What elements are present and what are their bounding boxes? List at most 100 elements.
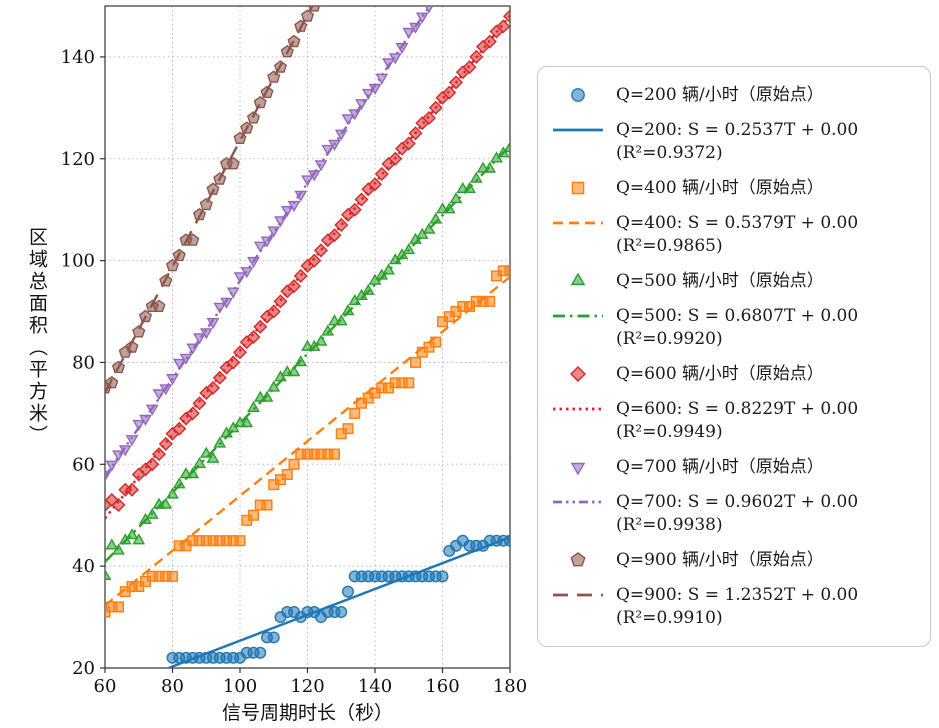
data-point — [503, 9, 510, 24]
data-point — [307, 253, 322, 268]
y-axis-label: 区域总面积（平方米） — [26, 227, 48, 447]
data-point — [280, 205, 294, 218]
data-point — [125, 482, 139, 497]
data-point — [287, 365, 301, 377]
legend-line-icon — [548, 490, 608, 514]
data-point — [422, 222, 436, 234]
data-point — [247, 509, 259, 521]
legend-equation: Q=500: S = 0.6807T + 0.00 — [616, 306, 859, 326]
data-point — [274, 216, 287, 228]
y-tick-label: 120 — [61, 149, 95, 170]
x-tick-label: 60 — [94, 676, 117, 697]
data-point — [287, 34, 301, 48]
regression-line-q400 — [105, 275, 510, 607]
data-point — [266, 304, 281, 319]
data-point — [159, 384, 173, 396]
data-point — [308, 6, 321, 12]
data-point — [247, 256, 260, 268]
legend-scatter-label: Q=400 辆/小时（原始点） — [616, 178, 824, 198]
data-point — [192, 207, 207, 221]
legend: Q=200 辆/小时（原始点） Q=200: S = 0.2537T + 0.00… — [537, 66, 931, 647]
y-tick-label: 60 — [72, 454, 95, 475]
legend-scatter-entry-q200: Q=200 辆/小时（原始点） — [548, 83, 916, 107]
data-point — [355, 99, 368, 111]
data-point — [402, 242, 416, 255]
data-point — [401, 136, 416, 151]
data-point — [273, 60, 288, 73]
data-point — [428, 100, 443, 115]
legend-equation: Q=400: S = 0.5379T + 0.00 — [616, 213, 859, 233]
data-point — [341, 304, 355, 316]
data-point — [347, 202, 362, 217]
data-point — [206, 451, 220, 463]
y-tick-label: 140 — [61, 47, 95, 68]
legend-r-squared: (R²=0.9865) — [616, 236, 723, 256]
scatter-series-q600 — [105, 9, 510, 512]
data-point — [112, 450, 125, 462]
legend-scatter-label: Q=500 辆/小时（原始点） — [616, 271, 824, 291]
legend-r-squared: (R²=0.9949) — [616, 422, 723, 442]
y-tick-label: 80 — [72, 352, 95, 373]
data-point — [233, 345, 247, 360]
data-point — [403, 377, 415, 389]
legend-r-squared: (R²=0.9910) — [616, 608, 723, 628]
data-point — [233, 131, 247, 145]
data-point — [267, 226, 281, 238]
data-point — [247, 400, 260, 412]
data-point — [436, 570, 449, 583]
data-point — [159, 274, 173, 287]
data-point — [125, 340, 139, 353]
data-point — [483, 161, 497, 173]
legend-marker-icon — [548, 269, 608, 293]
x-axis-label: 信号周期时长（秒） — [221, 702, 393, 724]
legend-r-squared: (R²=0.9920) — [616, 329, 723, 349]
data-point — [388, 151, 403, 166]
data-point — [321, 144, 335, 157]
data-point — [260, 236, 274, 248]
data-point — [213, 302, 227, 314]
data-point — [240, 416, 254, 428]
data-point — [388, 53, 402, 65]
data-point — [234, 535, 246, 547]
x-tick-label: 140 — [358, 676, 392, 697]
data-point — [206, 318, 220, 330]
legend-line-entry-q700: Q=700: S = 0.9602T + 0.00 (R²=0.9938) — [548, 490, 916, 537]
y-tick-label: 40 — [72, 556, 95, 577]
data-point — [186, 233, 200, 246]
data-point — [408, 126, 423, 141]
scatter-series-q200 — [166, 534, 510, 664]
legend-equation: Q=600: S = 0.8229T + 0.00 — [616, 399, 859, 419]
data-point — [361, 283, 375, 295]
data-point — [240, 267, 254, 279]
y-tick-label: 100 — [61, 251, 95, 272]
data-point — [329, 448, 341, 460]
data-point — [374, 167, 389, 181]
legend-line-entry-q500: Q=500: S = 0.6807T + 0.00 (R²=0.9920) — [548, 304, 916, 351]
data-point — [254, 646, 267, 659]
data-point — [226, 287, 240, 299]
data-point — [294, 19, 308, 32]
legend-scatter-label: Q=200 辆/小时（原始点） — [616, 85, 824, 105]
legend-scatter-label: Q=900 辆/小时（原始点） — [616, 550, 824, 570]
data-point — [172, 421, 187, 436]
legend-scatter-entry-q600: Q=600 辆/小时（原始点） — [548, 362, 916, 386]
regression-line-q200 — [168, 536, 510, 668]
legend-line-label: Q=200: S = 0.2537T + 0.00 (R²=0.9372) — [616, 118, 858, 165]
data-point — [287, 200, 301, 212]
data-point — [314, 334, 328, 346]
data-point — [382, 263, 395, 275]
scatter-series-q500 — [105, 141, 510, 580]
x-tick-label: 80 — [161, 676, 184, 697]
data-point — [145, 404, 159, 416]
data-point — [145, 457, 160, 472]
data-point — [484, 295, 496, 307]
legend-scatter-entry-q500: Q=500 辆/小时（原始点） — [548, 269, 916, 293]
data-point — [166, 374, 179, 386]
legend-line-icon — [548, 211, 608, 235]
data-point — [503, 141, 510, 153]
legend-line-entry-q600: Q=600: S = 0.8229T + 0.00 (R²=0.9949) — [548, 397, 916, 444]
legend-equation: Q=200: S = 0.2537T + 0.00 — [616, 120, 859, 140]
data-point — [395, 43, 409, 55]
scatter-points — [105, 6, 510, 664]
